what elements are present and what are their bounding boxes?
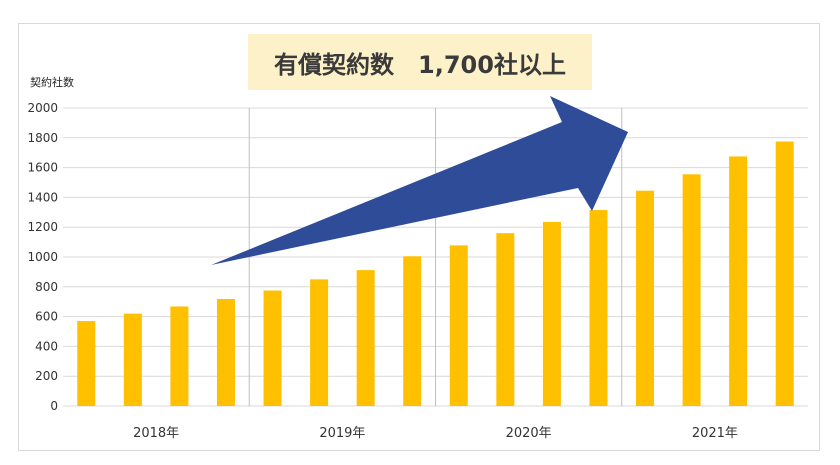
y-axis-label: 契約社数 <box>30 75 74 89</box>
y-tick-label: 1200 <box>27 220 58 234</box>
x-group-label: 2019年 <box>319 426 365 441</box>
x-group-label: 2020年 <box>506 426 552 441</box>
bar <box>682 174 701 406</box>
bar <box>356 270 375 406</box>
bar <box>123 313 142 406</box>
y-tick-label: 1400 <box>27 190 58 204</box>
bar <box>310 279 329 406</box>
bar <box>263 290 282 406</box>
headline-banner: 有償契約数 1,700社以上 <box>248 34 592 90</box>
group-separators <box>248 108 623 406</box>
y-tick-label: 0 <box>50 399 58 413</box>
bars <box>77 141 794 406</box>
bar <box>496 233 515 406</box>
y-tick-label: 800 <box>35 280 58 294</box>
bar <box>729 156 748 406</box>
y-tick-label: 1600 <box>27 161 58 175</box>
bar <box>589 210 608 406</box>
bar <box>216 299 235 406</box>
y-tick-label: 2000 <box>27 101 58 115</box>
bar <box>77 321 96 406</box>
x-group-label: 2018年 <box>133 426 179 441</box>
trend-arrow <box>211 96 628 265</box>
bar <box>775 141 794 406</box>
bar <box>449 245 468 406</box>
y-tick-labels: 0 200 400 600 800 1000 1200 1400 1600 1800 2000 <box>27 101 58 413</box>
bar <box>403 256 422 406</box>
chart-frame <box>18 23 820 451</box>
bar <box>170 306 189 406</box>
y-tick-label: 400 <box>35 339 58 353</box>
y-tick-label: 1800 <box>27 131 58 145</box>
y-tick-label: 1000 <box>27 250 58 264</box>
y-tick-label: 200 <box>35 369 58 383</box>
x-group-label: 2021年 <box>692 426 738 441</box>
bar <box>542 221 561 406</box>
bar <box>636 190 655 406</box>
y-tick-label: 600 <box>35 310 58 324</box>
x-group-labels: 2018年 2019年 2020年 2021年 <box>133 426 738 441</box>
